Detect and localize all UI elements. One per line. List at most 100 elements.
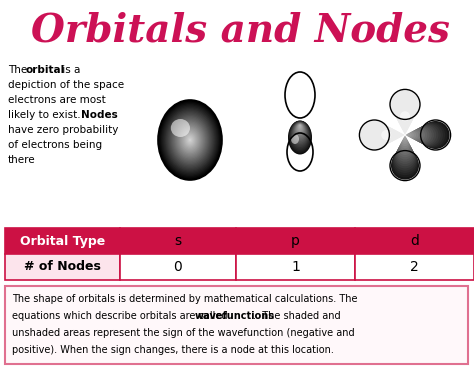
Text: 2: 2	[410, 260, 419, 274]
Text: 0: 0	[173, 260, 182, 274]
Ellipse shape	[400, 111, 410, 121]
Text: wavefunctions: wavefunctions	[194, 311, 274, 321]
Ellipse shape	[412, 129, 425, 141]
Ellipse shape	[401, 140, 409, 148]
Text: have zero probability: have zero probability	[8, 125, 118, 135]
Ellipse shape	[404, 136, 406, 137]
Ellipse shape	[401, 124, 409, 131]
Ellipse shape	[296, 124, 304, 134]
Ellipse shape	[397, 145, 413, 162]
Ellipse shape	[291, 134, 299, 144]
Ellipse shape	[399, 142, 411, 155]
Ellipse shape	[171, 116, 209, 164]
Ellipse shape	[397, 108, 413, 125]
Ellipse shape	[398, 113, 412, 127]
Text: d: d	[410, 234, 419, 248]
Text: The: The	[8, 65, 30, 75]
Text: equations which describe orbitals are called: equations which describe orbitals are ca…	[12, 311, 231, 321]
Ellipse shape	[159, 101, 221, 179]
Ellipse shape	[400, 141, 410, 151]
Ellipse shape	[187, 136, 193, 144]
Ellipse shape	[401, 139, 409, 146]
Ellipse shape	[401, 122, 409, 130]
Ellipse shape	[376, 126, 394, 144]
Ellipse shape	[295, 123, 305, 137]
Text: s: s	[174, 234, 182, 248]
Ellipse shape	[404, 133, 406, 134]
Ellipse shape	[183, 132, 196, 148]
Ellipse shape	[403, 134, 404, 136]
Ellipse shape	[292, 122, 309, 146]
Ellipse shape	[289, 121, 311, 152]
Ellipse shape	[166, 111, 213, 169]
Ellipse shape	[396, 146, 414, 164]
Ellipse shape	[175, 121, 205, 159]
Bar	[5, 228, 120, 254]
Ellipse shape	[385, 129, 398, 141]
Bar	[355, 228, 474, 254]
Ellipse shape	[417, 125, 436, 145]
Ellipse shape	[398, 133, 402, 137]
Ellipse shape	[408, 132, 414, 138]
Text: .  The shaded and: . The shaded and	[253, 311, 340, 321]
Text: positive). When the sign changes, there is a node at this location.: positive). When the sign changes, there …	[12, 345, 334, 355]
Ellipse shape	[288, 121, 312, 155]
Ellipse shape	[392, 150, 418, 175]
Ellipse shape	[164, 107, 217, 173]
Ellipse shape	[401, 134, 403, 137]
Ellipse shape	[289, 121, 311, 153]
Ellipse shape	[399, 115, 411, 128]
Ellipse shape	[170, 115, 210, 165]
Bar	[120, 254, 236, 280]
Text: electrons are most: electrons are most	[8, 95, 106, 105]
Ellipse shape	[291, 121, 310, 149]
Ellipse shape	[418, 124, 441, 146]
FancyBboxPatch shape	[5, 286, 468, 364]
Ellipse shape	[174, 120, 206, 160]
Ellipse shape	[397, 110, 413, 126]
Ellipse shape	[292, 122, 308, 144]
Ellipse shape	[415, 127, 432, 144]
Ellipse shape	[402, 138, 408, 144]
Ellipse shape	[381, 130, 392, 140]
Ellipse shape	[418, 124, 438, 145]
Ellipse shape	[398, 143, 412, 157]
Ellipse shape	[395, 146, 415, 166]
Ellipse shape	[394, 131, 401, 138]
Bar	[355, 254, 474, 280]
Ellipse shape	[168, 112, 212, 168]
Ellipse shape	[419, 123, 443, 147]
Ellipse shape	[171, 119, 190, 137]
Ellipse shape	[392, 151, 418, 177]
Ellipse shape	[396, 132, 401, 138]
Ellipse shape	[299, 125, 301, 128]
Ellipse shape	[392, 131, 400, 139]
Ellipse shape	[185, 133, 195, 146]
Ellipse shape	[181, 128, 200, 152]
Ellipse shape	[392, 95, 418, 120]
Ellipse shape	[178, 125, 202, 155]
Ellipse shape	[394, 99, 416, 122]
Ellipse shape	[188, 137, 192, 143]
Ellipse shape	[186, 135, 194, 145]
Ellipse shape	[416, 126, 434, 144]
Ellipse shape	[365, 123, 390, 148]
Ellipse shape	[295, 123, 305, 138]
Ellipse shape	[394, 148, 416, 171]
Ellipse shape	[389, 130, 399, 140]
Ellipse shape	[408, 133, 412, 137]
Text: Orbitals and Nodes: Orbitals and Nodes	[30, 11, 449, 49]
Ellipse shape	[414, 127, 429, 143]
Ellipse shape	[402, 126, 408, 132]
Ellipse shape	[360, 121, 388, 149]
Ellipse shape	[372, 124, 392, 145]
Ellipse shape	[293, 122, 307, 143]
Ellipse shape	[300, 125, 301, 127]
Ellipse shape	[383, 128, 397, 142]
Text: The shape of orbitals is determined by mathematical calculations. The: The shape of orbitals is determined by m…	[12, 294, 357, 304]
Text: there: there	[8, 155, 36, 165]
Ellipse shape	[298, 124, 302, 130]
Ellipse shape	[397, 144, 413, 159]
Ellipse shape	[400, 117, 410, 128]
Text: unshaded areas represent the sign of the wavefunction (negative and: unshaded areas represent the sign of the…	[12, 328, 355, 338]
